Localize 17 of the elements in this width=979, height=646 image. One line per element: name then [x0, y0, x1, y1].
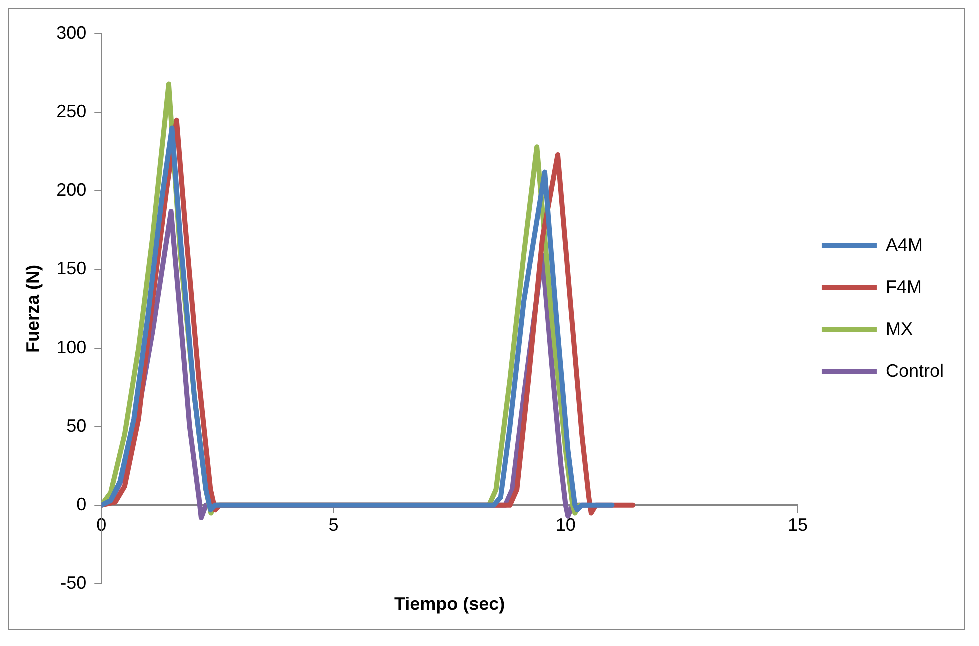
y-tick-label: 300: [56, 22, 87, 43]
y-tick-label: 200: [56, 180, 87, 200]
x-tick-label: 10: [556, 515, 576, 536]
y-tick-label: 100: [56, 337, 87, 358]
y-tick-label: 0: [76, 494, 87, 514]
legend-label: Control: [886, 360, 944, 381]
y-tick-label: 250: [56, 102, 87, 122]
y-axis-title: Fuerza (N): [22, 264, 43, 354]
x-axis-title: Tiempo (sec): [394, 594, 506, 614]
y-tick-label: 50: [66, 416, 87, 436]
legend-label: F4M: [886, 276, 922, 297]
y-tick-label: 150: [56, 258, 87, 279]
x-tick-label: 5: [328, 515, 339, 536]
x-tick-label: 15: [788, 515, 808, 536]
legend-label: A4M: [886, 234, 923, 255]
legend-label: MX: [886, 318, 913, 339]
y-tick-label: -50: [60, 572, 87, 593]
